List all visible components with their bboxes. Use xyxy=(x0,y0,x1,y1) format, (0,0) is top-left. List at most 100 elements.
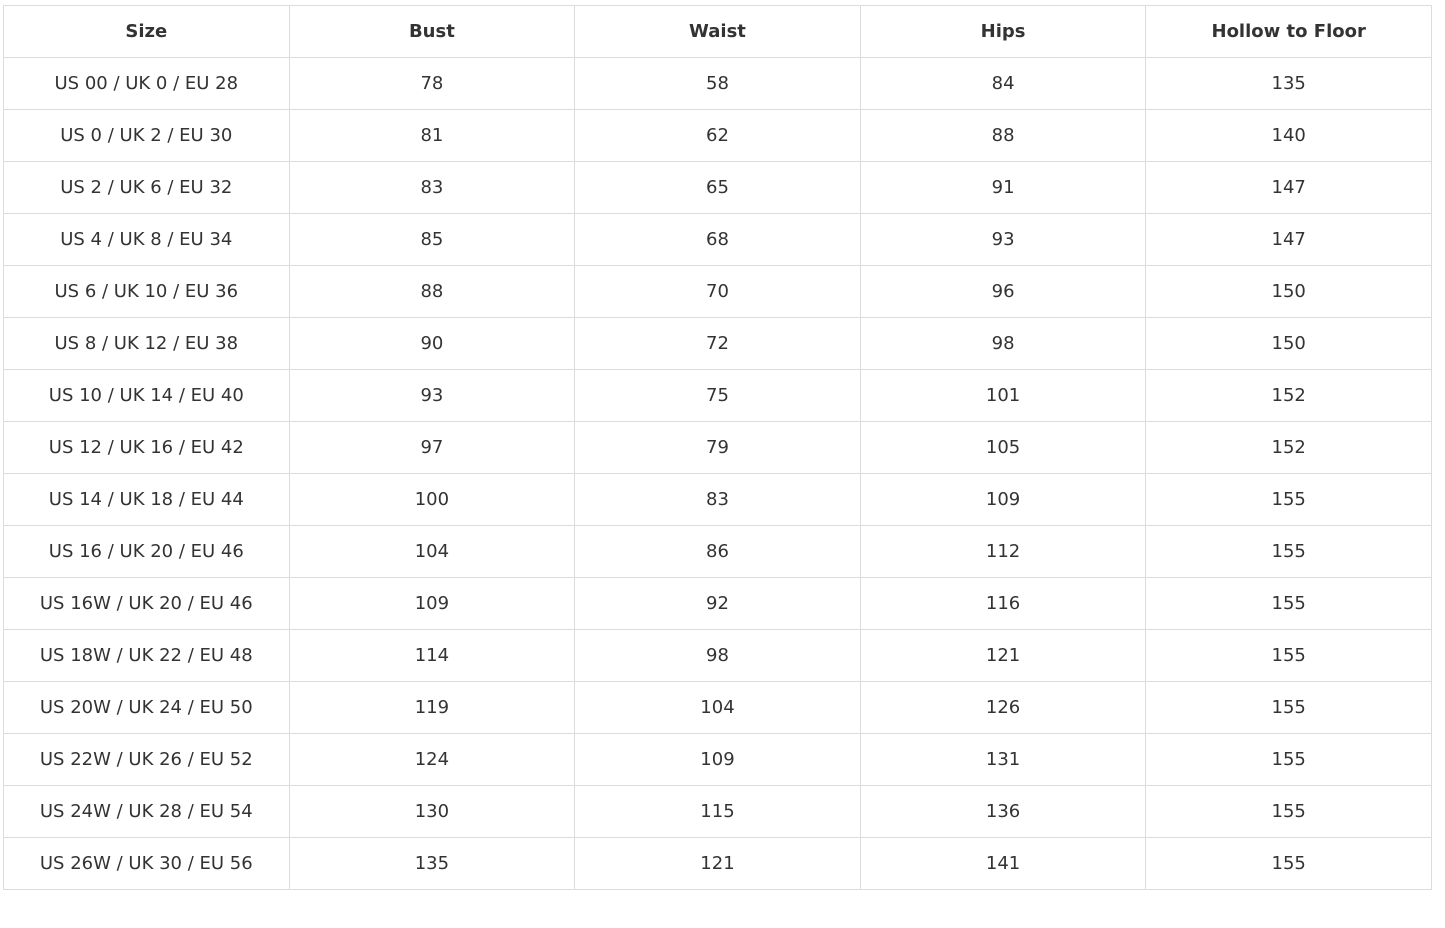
size-table: Size Bust Waist Hips Hollow to Floor US 00 /… xyxy=(3,5,1432,890)
measure-cell: 126 xyxy=(859,681,1147,734)
measure-cell: 147 xyxy=(1145,213,1432,266)
size-cell: US 4 / UK 8 / EU 34 xyxy=(3,213,290,266)
measure-cell: 90 xyxy=(288,317,576,370)
measure-cell: 150 xyxy=(1145,317,1432,370)
table-row: US 12 / UK 16 / EU 42 97 79 105 152 xyxy=(3,421,1432,474)
measure-cell: 68 xyxy=(574,213,861,266)
size-cell: US 14 / UK 18 / EU 44 xyxy=(3,473,290,526)
table-row: US 26W / UK 30 / EU 56 135 121 141 155 xyxy=(3,837,1432,890)
measure-cell: 130 xyxy=(288,785,576,838)
measure-cell: 135 xyxy=(1145,57,1432,110)
size-cell: US 2 / UK 6 / EU 32 xyxy=(3,161,290,214)
measure-cell: 101 xyxy=(859,369,1147,422)
measure-cell: 96 xyxy=(859,265,1147,318)
measure-cell: 109 xyxy=(574,733,861,786)
measure-cell: 152 xyxy=(1145,369,1432,422)
size-cell: US 18W / UK 22 / EU 48 xyxy=(3,629,290,682)
measure-cell: 98 xyxy=(859,317,1147,370)
header-row: Size Bust Waist Hips Hollow to Floor xyxy=(3,5,1432,58)
table-row: US 00 / UK 0 / EU 28 78 58 84 135 xyxy=(3,57,1432,110)
table-row: US 10 / UK 14 / EU 40 93 75 101 152 xyxy=(3,369,1432,422)
measure-cell: 91 xyxy=(859,161,1147,214)
header-cell: Hips xyxy=(859,5,1147,58)
measure-cell: 155 xyxy=(1145,577,1432,630)
size-cell: US 24W / UK 28 / EU 54 xyxy=(3,785,290,838)
table-row: US 8 / UK 12 / EU 38 90 72 98 150 xyxy=(3,317,1432,370)
measure-cell: 93 xyxy=(859,213,1147,266)
size-cell: US 22W / UK 26 / EU 52 xyxy=(3,733,290,786)
table-row: US 4 / UK 8 / EU 34 85 68 93 147 xyxy=(3,213,1432,266)
measure-cell: 72 xyxy=(574,317,861,370)
header-cell: Hollow to Floor xyxy=(1145,5,1432,58)
measure-cell: 115 xyxy=(574,785,861,838)
measure-cell: 84 xyxy=(859,57,1147,110)
table-row: US 16 / UK 20 / EU 46 104 86 112 155 xyxy=(3,525,1432,578)
measure-cell: 83 xyxy=(288,161,576,214)
measure-cell: 152 xyxy=(1145,421,1432,474)
measure-cell: 114 xyxy=(288,629,576,682)
measure-cell: 116 xyxy=(859,577,1147,630)
measure-cell: 88 xyxy=(288,265,576,318)
measure-cell: 119 xyxy=(288,681,576,734)
measure-cell: 79 xyxy=(574,421,861,474)
measure-cell: 121 xyxy=(859,629,1147,682)
measure-cell: 135 xyxy=(288,837,576,890)
measure-cell: 81 xyxy=(288,109,576,162)
table-row: US 6 / UK 10 / EU 36 88 70 96 150 xyxy=(3,265,1432,318)
measure-cell: 78 xyxy=(288,57,576,110)
measure-cell: 155 xyxy=(1145,525,1432,578)
table-row: US 18W / UK 22 / EU 48 114 98 121 155 xyxy=(3,629,1432,682)
measure-cell: 121 xyxy=(574,837,861,890)
table-row: US 14 / UK 18 / EU 44 100 83 109 155 xyxy=(3,473,1432,526)
measure-cell: 75 xyxy=(574,369,861,422)
measure-cell: 62 xyxy=(574,109,861,162)
measure-cell: 92 xyxy=(574,577,861,630)
measure-cell: 109 xyxy=(288,577,576,630)
size-cell: US 20W / UK 24 / EU 50 xyxy=(3,681,290,734)
table-row: US 2 / UK 6 / EU 32 83 65 91 147 xyxy=(3,161,1432,214)
table-body: US 00 / UK 0 / EU 28 78 58 84 135 US 0 / UK 2… xyxy=(3,57,1432,890)
measure-cell: 70 xyxy=(574,265,861,318)
measure-cell: 150 xyxy=(1145,265,1432,318)
measure-cell: 155 xyxy=(1145,785,1432,838)
measure-cell: 109 xyxy=(859,473,1147,526)
measure-cell: 124 xyxy=(288,733,576,786)
measure-cell: 98 xyxy=(574,629,861,682)
size-cell: US 12 / UK 16 / EU 42 xyxy=(3,421,290,474)
measure-cell: 93 xyxy=(288,369,576,422)
table-row: US 24W / UK 28 / EU 54 130 115 136 155 xyxy=(3,785,1432,838)
measure-cell: 83 xyxy=(574,473,861,526)
measure-cell: 65 xyxy=(574,161,861,214)
measure-cell: 155 xyxy=(1145,837,1432,890)
size-cell: US 00 / UK 0 / EU 28 xyxy=(3,57,290,110)
size-cell: US 6 / UK 10 / EU 36 xyxy=(3,265,290,318)
header-cell: Size xyxy=(3,5,290,58)
table-row: US 20W / UK 24 / EU 50 119 104 126 155 xyxy=(3,681,1432,734)
measure-cell: 155 xyxy=(1145,733,1432,786)
measure-cell: 85 xyxy=(288,213,576,266)
measure-cell: 88 xyxy=(859,109,1147,162)
size-cell: US 8 / UK 12 / EU 38 xyxy=(3,317,290,370)
measure-cell: 136 xyxy=(859,785,1147,838)
header-cell: Bust xyxy=(288,5,576,58)
measure-cell: 140 xyxy=(1145,109,1432,162)
measure-cell: 105 xyxy=(859,421,1147,474)
measure-cell: 86 xyxy=(574,525,861,578)
table-head: Size Bust Waist Hips Hollow to Floor xyxy=(3,5,1432,58)
measure-cell: 141 xyxy=(859,837,1147,890)
size-cell: US 16 / UK 20 / EU 46 xyxy=(3,525,290,578)
measure-cell: 58 xyxy=(574,57,861,110)
header-cell: Waist xyxy=(574,5,861,58)
measure-cell: 131 xyxy=(859,733,1147,786)
measure-cell: 104 xyxy=(288,525,576,578)
measure-cell: 147 xyxy=(1145,161,1432,214)
measure-cell: 155 xyxy=(1145,681,1432,734)
measure-cell: 155 xyxy=(1145,629,1432,682)
table-row: US 22W / UK 26 / EU 52 124 109 131 155 xyxy=(3,733,1432,786)
table-row: US 0 / UK 2 / EU 30 81 62 88 140 xyxy=(3,109,1432,162)
size-cell: US 26W / UK 30 / EU 56 xyxy=(3,837,290,890)
table-row: US 16W / UK 20 / EU 46 109 92 116 155 xyxy=(3,577,1432,630)
measure-cell: 97 xyxy=(288,421,576,474)
measure-cell: 155 xyxy=(1145,473,1432,526)
